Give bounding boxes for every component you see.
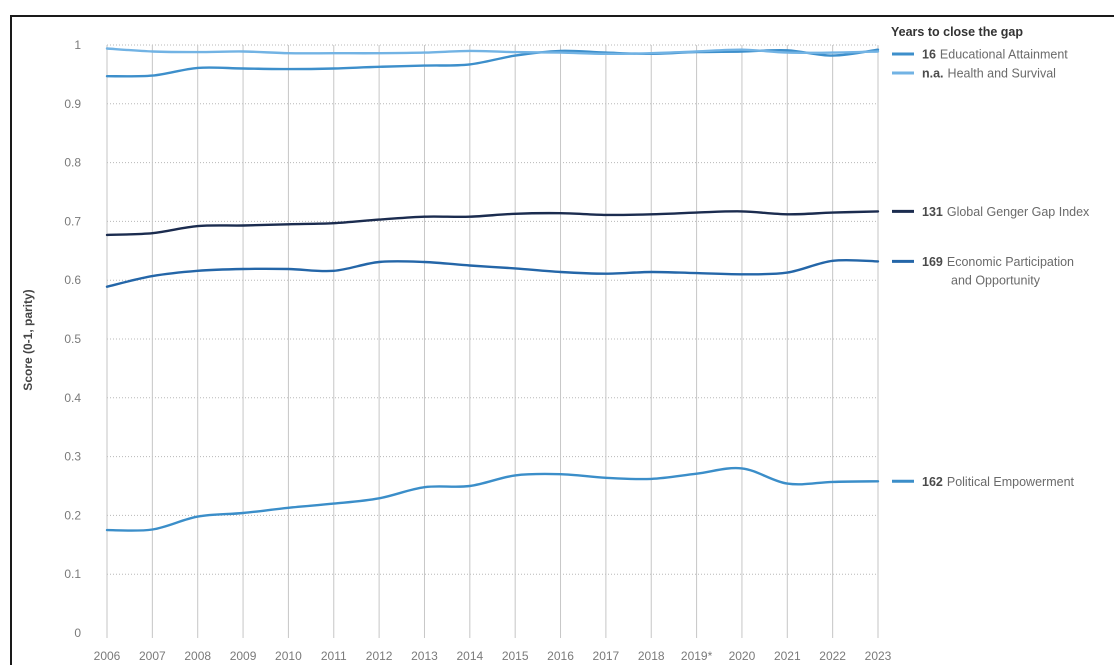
x-tick-label: 2009 xyxy=(230,649,257,661)
y-tick-label: 0.5 xyxy=(64,332,81,346)
legend-title: Years to close the gap xyxy=(891,25,1023,39)
series-lines xyxy=(105,47,880,532)
x-tick-label: 2010 xyxy=(275,649,302,661)
x-tick-label: 2013 xyxy=(411,649,438,661)
x-tick-label: 2016 xyxy=(547,649,574,661)
y-axis-label: Score (0-1, parity) xyxy=(21,289,35,390)
y-tick-label: 0.3 xyxy=(64,450,81,464)
y-tick-label: 0.9 xyxy=(64,97,81,111)
legend-series-name: Health and Survival xyxy=(948,67,1056,81)
x-tick-label: 2014 xyxy=(456,649,483,661)
y-tick-label: 0.6 xyxy=(64,273,81,287)
legend-entry-health: n.a. Health and Survival xyxy=(922,67,1056,81)
legend-entry-global: 131 Global Genger Gap Index xyxy=(922,205,1090,219)
legend-entry-political: 162 Political Empowerment xyxy=(922,475,1075,489)
legend-series-name: Global Genger Gap Index xyxy=(947,205,1090,219)
x-tick-label: 2011 xyxy=(321,649,347,661)
x-tick-label: 2021 xyxy=(774,649,801,661)
x-tick-label: 2022 xyxy=(819,649,846,661)
x-tick-label: 2007 xyxy=(139,649,166,661)
legend-series-name: Economic Participation xyxy=(947,255,1074,269)
grid xyxy=(106,44,879,638)
y-tick-label: 0.4 xyxy=(64,391,81,405)
legend-years: 131 xyxy=(922,205,943,219)
x-tick-label: 2008 xyxy=(184,649,211,661)
x-tick-label: 2020 xyxy=(729,649,756,661)
y-axis-ticks: 0 0.1 0.2 0.3 0.4 0.5 0.6 0.7 0.8 0.9 1 xyxy=(64,38,81,640)
x-tick-label: 2012 xyxy=(366,649,393,661)
legend: Years to close the gap 16 Educational Att… xyxy=(891,25,1090,489)
legend-years: n.a. xyxy=(922,67,944,81)
series-line-economic xyxy=(105,258,880,288)
series-line-global xyxy=(105,210,880,237)
legend-entry-educational: 16 Educational Attainment xyxy=(922,48,1068,62)
x-tick-label: 2017 xyxy=(593,649,620,661)
legend-years: 162 xyxy=(922,475,943,489)
legend-years: 169 xyxy=(922,255,943,269)
legend-series-name-line2: and Opportunity xyxy=(951,273,1041,287)
legend-years: 16 xyxy=(922,48,936,62)
x-tick-label: 2018 xyxy=(638,649,665,661)
y-tick-label: 0.1 xyxy=(64,567,81,581)
chart-frame xyxy=(10,15,1114,665)
y-tick-label: 0.7 xyxy=(64,214,81,228)
x-tick-label: 2015 xyxy=(502,649,529,661)
legend-series-name: Educational Attainment xyxy=(940,48,1068,62)
y-tick-label: 0.2 xyxy=(64,508,81,522)
series-line-health xyxy=(105,47,880,56)
x-axis-ticks: 2006 2007 2008 2009 2010 2011 2012 2013 2014 2015… xyxy=(94,649,892,661)
legend-series-name: Political Empowerment xyxy=(947,475,1075,489)
y-tick-label: 1 xyxy=(74,38,81,52)
x-tick-label: 2006 xyxy=(94,649,121,661)
y-tick-label: 0 xyxy=(74,626,81,640)
legend-entry-economic: 169 Economic Participation xyxy=(922,255,1074,269)
x-tick-label: 2019* xyxy=(681,649,713,661)
series-line-political xyxy=(105,466,880,532)
x-tick-label: 2023 xyxy=(865,649,892,661)
series-line-educational xyxy=(105,48,880,78)
y-tick-label: 0.8 xyxy=(64,156,81,170)
